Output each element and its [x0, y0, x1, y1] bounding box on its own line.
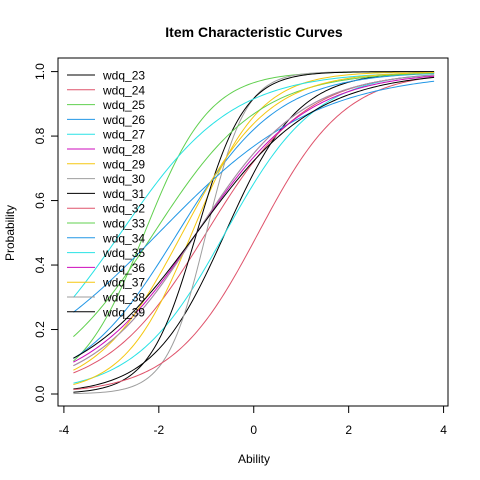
legend-label-wdq_33: wdq_33: [102, 217, 145, 231]
x-tick-label: -4: [59, 423, 70, 437]
legend-label-wdq_32: wdq_32: [102, 202, 145, 216]
x-tick-label: 2: [345, 423, 352, 437]
x-axis: -4 -2 0 2 4: [59, 405, 447, 437]
legend-label-wdq_25: wdq_25: [102, 98, 145, 112]
series-line-wdq_32: [73, 76, 435, 391]
y-axis: 0.0 0.2 0.4 0.6 0.8 1.0: [33, 63, 59, 402]
series-line-wdq_38: [73, 74, 435, 367]
legend-label-wdq_26: wdq_26: [102, 113, 145, 127]
y-tick-label: 0.4: [33, 256, 47, 273]
legend-label-wdq_36: wdq_36: [102, 261, 145, 275]
legend-label-wdq_38: wdq_38: [102, 291, 145, 305]
legend-label-wdq_39: wdq_39: [102, 305, 145, 319]
legend-label-wdq_29: wdq_29: [102, 157, 145, 171]
legend: wdq_23wdq_24wdq_25wdq_26wdq_27wdq_28wdq_…: [67, 69, 145, 319]
series-line-wdq_27: [73, 74, 435, 384]
x-tick-label: 4: [440, 423, 447, 437]
y-tick-label: 0.0: [33, 385, 47, 402]
y-tick-label: 0.2: [33, 321, 47, 338]
series-line-wdq_37: [73, 72, 435, 371]
series-line-wdq_33: [73, 72, 435, 337]
series-line-wdq_29: [73, 71, 435, 386]
y-tick-label: 1.0: [33, 63, 47, 80]
series-line-wdq_34: [73, 80, 435, 313]
legend-label-wdq_28: wdq_28: [102, 143, 145, 157]
series-line-wdq_26: [73, 73, 435, 359]
x-tick-label: -2: [153, 423, 164, 437]
legend-label-wdq_37: wdq_37: [102, 276, 145, 290]
y-tick-label: 0.8: [33, 127, 47, 144]
legend-label-wdq_23: wdq_23: [102, 69, 145, 83]
legend-label-wdq_30: wdq_30: [102, 172, 145, 186]
legend-label-wdq_31: wdq_31: [102, 187, 145, 201]
legend-label-wdq_35: wdq_35: [102, 246, 145, 260]
x-tick-label: 0: [250, 423, 257, 437]
legend-label-wdq_34: wdq_34: [102, 231, 145, 245]
legend-label-wdq_27: wdq_27: [102, 128, 145, 142]
y-tick-label: 0.6: [33, 192, 47, 209]
legend-label-wdq_24: wdq_24: [102, 83, 145, 97]
curves-layer: [73, 71, 435, 395]
y-axis-label: Probability: [3, 205, 17, 261]
chart-title: Item Characteristic Curves: [165, 24, 343, 40]
series-line-wdq_39: [73, 76, 435, 359]
x-axis-label: Ability: [238, 452, 270, 466]
